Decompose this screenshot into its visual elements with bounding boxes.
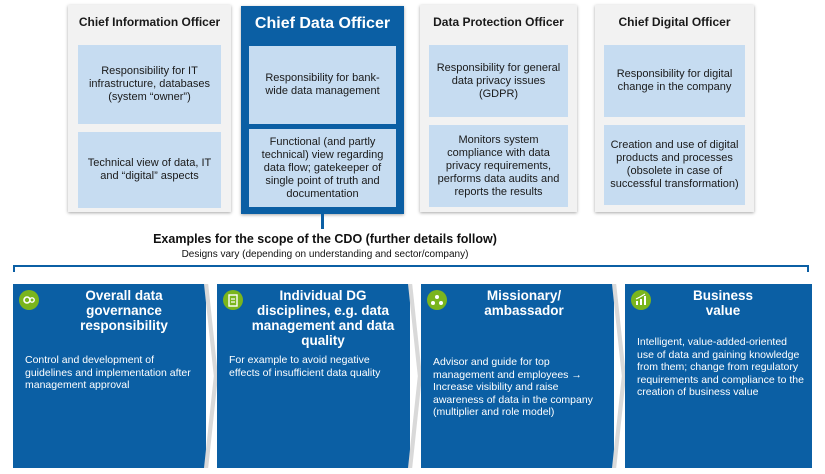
role-title: Chief Data Officer [254, 15, 391, 32]
chevron-right-icon [612, 284, 626, 468]
scope-panel-governance: Overall data governance responsibility C… [13, 284, 206, 468]
responsibility-box: Responsibility for IT infrastructure, da… [78, 45, 221, 124]
responsibility-box: Monitors system compliance with data pri… [429, 125, 568, 207]
panel-title: Individual DG disciplines, e.g. data man… [251, 288, 395, 348]
panel-body: For example to avoid negative effects of… [229, 354, 381, 379]
responsibility-box: Responsibility for digital change in the… [604, 45, 745, 117]
clipboard-icon [223, 290, 243, 310]
chevron-right-icon [408, 284, 422, 468]
role-card-cdigo: Chief Digital Officer Responsibility for… [595, 5, 754, 212]
scope-bracket [13, 265, 809, 272]
scope-subtitle: Designs vary (depending on understanding… [181, 249, 469, 260]
role-card-cdo: Chief Data Officer Responsibility for ba… [241, 6, 404, 214]
people-network-icon [427, 290, 447, 310]
role-card-cio: Chief Information Officer Responsibility… [68, 5, 231, 212]
scope-panel-business-value: Business value Intelligent, value-added-… [625, 284, 812, 468]
growth-chart-icon [631, 290, 651, 310]
panel-body: Advisor and guide for top management and… [433, 356, 593, 418]
role-title: Data Protection Officer [433, 15, 564, 29]
panel-title: Missionary/ ambassador [484, 288, 564, 318]
responsibility-box: Creation and use of digital products and… [604, 125, 745, 205]
scope-panel-dg-disciplines: Individual DG disciplines, e.g. data man… [217, 284, 410, 468]
responsibility-box: Responsibility for bank-wide data manage… [249, 46, 396, 124]
role-title: Chief Information Officer [78, 15, 221, 29]
panel-title: Overall data governance responsibility [80, 288, 168, 333]
panel-body: Control and development of guidelines an… [25, 354, 191, 391]
panel-title: Business value [692, 288, 754, 318]
responsibility-box: Functional (and partly technical) view r… [249, 129, 396, 207]
role-title: Chief Digital Officer [618, 15, 731, 29]
connector-line [321, 214, 324, 229]
responsibility-box: Technical view of data, IT and “digital”… [78, 132, 221, 208]
gears-icon [19, 290, 39, 310]
scope-panel-missionary: Missionary/ ambassador Advisor and guide… [421, 284, 614, 468]
role-card-dpo: Data Protection Officer Responsibility f… [420, 5, 577, 212]
responsibility-box: Responsibility for general data privacy … [429, 45, 568, 117]
chevron-right-icon [204, 284, 218, 468]
scope-title: Examples for the scope of the CDO (furth… [153, 232, 497, 246]
panel-body: Intelligent, value-added-oriented use of… [637, 336, 804, 398]
